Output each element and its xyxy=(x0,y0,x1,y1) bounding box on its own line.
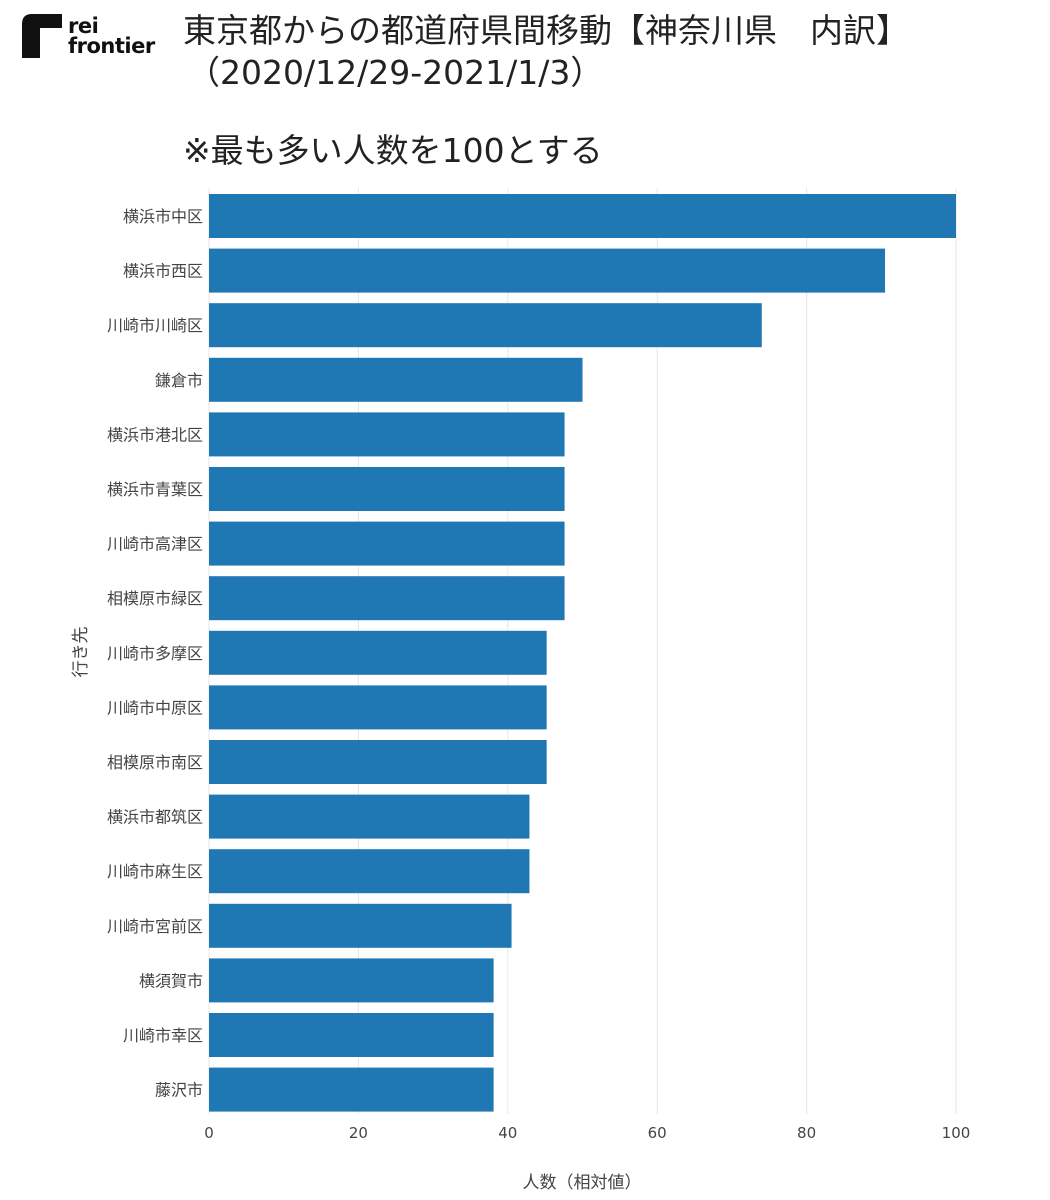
bar xyxy=(209,794,530,839)
x-tick-label: 40 xyxy=(498,1124,517,1142)
bar xyxy=(209,194,956,238)
bar xyxy=(209,630,547,675)
y-axis-title: 行き先 xyxy=(71,627,91,678)
bar xyxy=(209,958,494,1003)
y-tick-label: 川崎市高津区 xyxy=(107,535,203,554)
brand-logo: rei frontier xyxy=(22,14,162,62)
title-line-2: （2020/12/29-2021/1/3） xyxy=(187,53,604,92)
bar xyxy=(209,740,547,784)
bar xyxy=(209,467,565,511)
x-tick-label: 0 xyxy=(204,1124,214,1142)
y-tick-label: 川崎市幸区 xyxy=(123,1026,203,1045)
x-tick-label: 60 xyxy=(648,1124,667,1142)
title-line-1: 東京都からの都道府県間移動【神奈川県 内訳】 xyxy=(183,11,909,50)
logo-mark-icon xyxy=(22,14,62,58)
x-axis-title: 人数（相対値） xyxy=(523,1173,642,1193)
y-tick-label: 横浜市都筑区 xyxy=(107,808,203,827)
y-tick-label: 横浜市西区 xyxy=(123,262,203,281)
bar xyxy=(209,1067,494,1112)
chart-title: 東京都からの都道府県間移動【神奈川県 内訳】 （2020/12/29-2021/… xyxy=(183,10,1043,94)
x-tick-label: 80 xyxy=(797,1124,816,1142)
y-tick-label: 鎌倉市 xyxy=(155,371,203,390)
y-tick-label: 川崎市中原区 xyxy=(107,698,203,717)
y-tick-label: 横浜市青葉区 xyxy=(107,480,203,499)
y-tick-label: 横須賀市 xyxy=(139,971,203,990)
bar xyxy=(209,248,886,293)
bar xyxy=(209,903,512,948)
chart-subtitle: ※最も多い人数を100とする xyxy=(183,131,603,170)
bar xyxy=(209,412,565,457)
y-tick-label: 川崎市宮前区 xyxy=(107,917,203,936)
x-tick-label: 100 xyxy=(942,1124,971,1142)
bar xyxy=(209,1013,494,1057)
y-tick-label: 川崎市麻生区 xyxy=(107,862,203,881)
bar xyxy=(209,576,565,621)
y-tick-label: 相模原市南区 xyxy=(107,753,203,772)
bar xyxy=(209,303,762,348)
y-tick-label: 横浜市港北区 xyxy=(107,425,203,444)
x-tick-label: 20 xyxy=(349,1124,368,1142)
bar xyxy=(209,685,547,730)
bar xyxy=(209,357,583,402)
logo-text: rei frontier xyxy=(68,14,155,58)
y-tick-label: 横浜市中区 xyxy=(123,207,203,226)
y-tick-label: 川崎市川崎区 xyxy=(107,316,203,335)
y-tick-label: 相模原市緑区 xyxy=(107,589,203,608)
bar xyxy=(209,849,530,894)
y-tick-label: 川崎市多摩区 xyxy=(107,644,203,663)
y-tick-label: 藤沢市 xyxy=(155,1081,203,1100)
bar xyxy=(209,521,565,566)
